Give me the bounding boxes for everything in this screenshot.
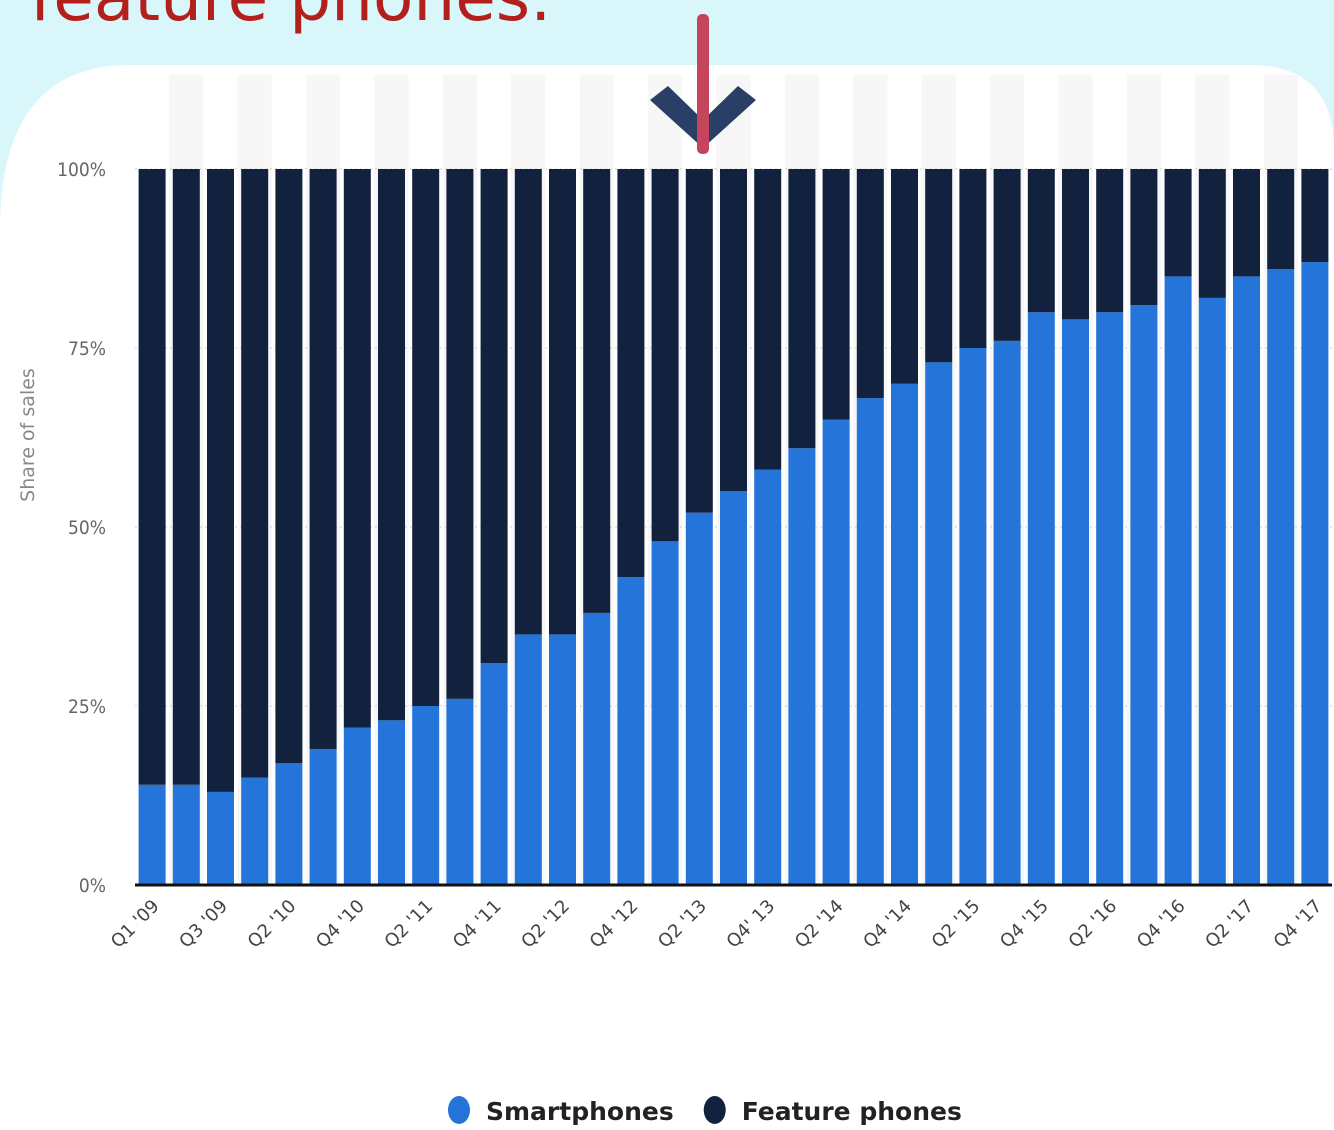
bar-segment bbox=[1096, 169, 1124, 313]
bar-segment bbox=[754, 469, 782, 885]
bar-segment bbox=[891, 383, 918, 885]
bar-segment bbox=[207, 169, 234, 792]
bar-segment bbox=[720, 169, 747, 492]
bar-segment bbox=[617, 169, 645, 578]
bar-segment bbox=[241, 169, 269, 778]
legend-marker bbox=[448, 1096, 470, 1124]
bar-segment bbox=[1164, 276, 1192, 885]
bar-segment bbox=[651, 541, 679, 885]
bar-segment bbox=[925, 362, 953, 885]
bar-segment bbox=[583, 169, 611, 613]
bar-segment bbox=[138, 784, 166, 885]
bar-segment bbox=[241, 777, 269, 885]
bar-segment bbox=[172, 784, 200, 885]
slide-title: feature phones. bbox=[30, 0, 551, 36]
bar-segment bbox=[959, 169, 987, 348]
bar-segment bbox=[891, 169, 918, 384]
bar-segment bbox=[583, 612, 611, 885]
bar-segment bbox=[1027, 312, 1055, 885]
legend-label: Feature phones bbox=[742, 1097, 962, 1126]
bar-segment bbox=[275, 169, 303, 764]
bar-segment bbox=[822, 169, 850, 420]
bar-segment bbox=[788, 448, 816, 885]
bar-segment bbox=[959, 348, 987, 885]
bar-segment bbox=[275, 763, 303, 885]
y-tick-label: 0% bbox=[79, 875, 106, 897]
bar-segment bbox=[856, 398, 884, 885]
y-tick-label: 50% bbox=[68, 517, 106, 539]
bar-segment bbox=[549, 634, 576, 885]
y-tick-label: 75% bbox=[68, 338, 106, 360]
bar-segment bbox=[138, 169, 166, 785]
bar-segment bbox=[822, 419, 850, 885]
bar-segment bbox=[1096, 312, 1124, 885]
bar-segment bbox=[172, 169, 200, 785]
arrow-icon bbox=[650, 14, 756, 154]
legend-marker bbox=[703, 1096, 726, 1124]
bar-segment bbox=[412, 169, 440, 706]
legend-label: Smartphones bbox=[486, 1097, 674, 1126]
bar-segment bbox=[446, 169, 474, 699]
bar-segment bbox=[378, 169, 405, 721]
legend: Smartphones Feature phones bbox=[448, 1096, 962, 1126]
bar-segment bbox=[1267, 169, 1295, 270]
plot: 0%25%50%75%100%Q1 '09 Q3 '09 Q2 '10 Q4 '10 Q… bbox=[57, 75, 1332, 952]
bar-segment bbox=[549, 169, 576, 635]
bar-segment bbox=[480, 663, 508, 885]
bar-segment bbox=[925, 169, 953, 363]
bar-segment bbox=[993, 169, 1021, 341]
bar-segment bbox=[685, 169, 713, 513]
bar-segment bbox=[1198, 297, 1226, 885]
bar-segment bbox=[309, 169, 337, 749]
bar-segment bbox=[514, 169, 542, 635]
bar-segment bbox=[1027, 169, 1055, 313]
bar-segment bbox=[617, 577, 645, 885]
bar-segment bbox=[856, 169, 884, 399]
bar-segment bbox=[309, 748, 337, 885]
bar-segment bbox=[1164, 169, 1192, 277]
bar-segment bbox=[1267, 269, 1295, 885]
bar-segment bbox=[993, 340, 1021, 886]
bar-segment bbox=[207, 791, 234, 885]
bar-segment bbox=[514, 634, 542, 885]
bar-segment bbox=[378, 720, 405, 885]
bar-segment bbox=[1233, 276, 1260, 885]
bar-segment bbox=[720, 491, 747, 885]
bar-segment bbox=[651, 169, 679, 542]
y-axis-label: Share of sales bbox=[17, 368, 39, 502]
bar-segment bbox=[412, 706, 440, 885]
bar-segment bbox=[1130, 169, 1158, 306]
bar-segment bbox=[788, 169, 816, 449]
bar-segment bbox=[1301, 169, 1329, 263]
bar-segment bbox=[343, 169, 371, 728]
bar-segment bbox=[1062, 319, 1089, 885]
bar-segment bbox=[1130, 305, 1158, 885]
bar-segment bbox=[685, 512, 713, 885]
bar-segment bbox=[1198, 169, 1226, 298]
bar-segment bbox=[1062, 169, 1089, 320]
y-tick-label: 25% bbox=[68, 696, 106, 718]
bar-segment bbox=[343, 727, 371, 885]
bar-segment bbox=[1301, 262, 1329, 886]
bar-segment bbox=[446, 698, 474, 885]
bar-segment bbox=[480, 169, 508, 664]
bar-segment bbox=[754, 169, 782, 470]
y-tick-label: 100% bbox=[57, 159, 106, 181]
bar-segment bbox=[1233, 169, 1260, 277]
